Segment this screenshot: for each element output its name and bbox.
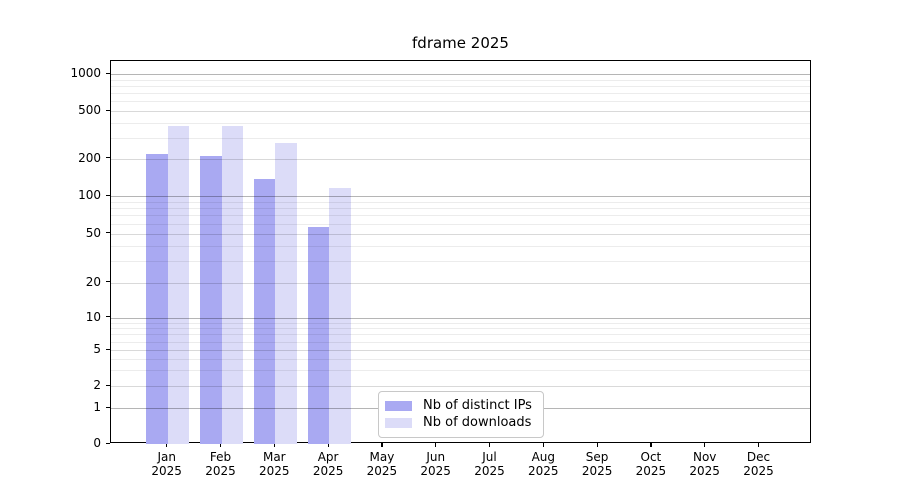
x-tick-mark: [489, 443, 491, 447]
gridline-y-300: [111, 137, 810, 139]
gridline-y-20: [111, 282, 810, 284]
y-tick-mark: [106, 442, 110, 444]
x-tick-mark: [704, 443, 706, 447]
y-tick-label-500: 500: [78, 103, 101, 117]
y-tick-label-100: 100: [78, 188, 101, 202]
gridline-y-70: [111, 215, 810, 217]
x-tick-label-feb: Feb 2025: [205, 450, 236, 478]
y-tick-label-2: 2: [93, 378, 101, 392]
bar-apr-distinct-ips: [307, 226, 330, 444]
x-tick-mark: [273, 443, 275, 447]
gridline-y-500: [111, 111, 810, 112]
gridline-y-7: [111, 334, 810, 336]
x-tick-label-dec: Dec 2025: [743, 450, 774, 478]
gridline-y-600: [111, 101, 810, 103]
gridline-y-100: [111, 196, 810, 197]
x-tick-label-oct: Oct 2025: [635, 450, 667, 478]
gridline-y-80: [111, 208, 810, 210]
gridline-y-10: [111, 317, 810, 319]
chart-title: fdrame 2025: [412, 34, 509, 52]
x-tick-label-may: May 2025: [366, 450, 398, 478]
x-tick-mark: [650, 443, 652, 447]
x-tick-mark: [327, 443, 329, 447]
x-tick-mark: [220, 443, 222, 447]
y-tick-mark: [106, 384, 110, 386]
legend-swatch-downloads: [385, 418, 412, 428]
x-tick-label-sep: Sep 2025: [581, 450, 613, 478]
gridline-y-4: [111, 358, 810, 360]
legend-item-distinct-ips: Nb of distinct IPs: [385, 398, 535, 414]
y-tick-mark: [106, 406, 110, 408]
gridline-y-2: [111, 386, 810, 387]
y-tick-mark: [106, 232, 110, 234]
legend-label-downloads: Nb of downloads: [423, 415, 532, 430]
plot-area: [110, 60, 811, 444]
y-tick-label-0: 0: [93, 436, 101, 450]
gridline-y-400: [111, 122, 810, 124]
bars-layer: [111, 61, 810, 444]
bar-jan-downloads: [167, 125, 190, 444]
y-tick-mark: [106, 157, 110, 159]
gridline-y-200: [111, 158, 810, 160]
gridline-y-90: [111, 201, 810, 203]
gridline-y-6: [111, 341, 810, 343]
x-tick-mark: [435, 443, 437, 447]
x-tick-label-jan: Jan 2025: [151, 450, 182, 478]
y-tick-mark: [106, 194, 110, 196]
legend-label-distinct-ips: Nb of distinct IPs: [423, 398, 532, 413]
gridline-y-1000: [111, 74, 810, 76]
bar-mar-downloads: [275, 143, 297, 444]
x-tick-mark: [381, 443, 383, 447]
y-tick-label-10: 10: [85, 309, 101, 324]
bar-mar-distinct-ips: [253, 178, 276, 444]
y-tick-mark: [106, 316, 110, 318]
x-tick-label-nov: Nov 2025: [689, 450, 720, 478]
gridline-y-40: [111, 245, 810, 247]
gridline-y-700: [111, 93, 810, 95]
legend: Nb of distinct IPs Nb of downloads: [378, 391, 544, 438]
y-tick-label-50: 50: [85, 225, 101, 240]
x-tick-mark: [758, 443, 760, 447]
gridline-y-60: [111, 223, 810, 225]
gridline-y-30: [111, 261, 810, 263]
gridline-layer: [111, 61, 810, 442]
gridline-y-8: [111, 328, 810, 330]
bar-feb-downloads: [221, 125, 243, 444]
y-tick-label-1000: 1000: [70, 66, 101, 81]
y-tick-mark: [106, 348, 110, 350]
y-tick-mark: [106, 72, 110, 74]
y-tick-mark: [106, 281, 110, 283]
y-tick-label-5: 5: [93, 342, 101, 356]
y-tick-label-20: 20: [85, 274, 101, 289]
y-tick-label-200: 200: [78, 150, 101, 165]
x-tick-mark: [166, 443, 168, 447]
bar-jan-distinct-ips: [146, 154, 168, 444]
gridline-y-9: [111, 322, 810, 324]
x-tick-mark: [596, 443, 598, 447]
bar-feb-distinct-ips: [200, 156, 222, 444]
x-tick-label-aug: Aug 2025: [528, 450, 559, 478]
gridline-y-800: [111, 86, 810, 88]
gridline-y-50: [111, 233, 810, 235]
y-tick-mark: [106, 109, 110, 111]
x-tick-label-jun: Jun 2025: [420, 450, 451, 478]
legend-swatch-distinct-ips: [385, 401, 412, 411]
x-tick-label-apr: Apr 2025: [312, 450, 344, 478]
gridline-y-5: [111, 350, 810, 351]
x-tick-mark: [542, 443, 544, 447]
gridline-y-900: [111, 79, 810, 81]
gridline-y-3: [111, 370, 810, 372]
x-tick-label-jul: Jul 2025: [474, 450, 505, 478]
y-tick-label-1: 1: [93, 400, 101, 414]
x-tick-label-mar: Mar 2025: [259, 450, 290, 478]
legend-item-downloads: Nb of downloads: [385, 415, 535, 431]
bar-apr-downloads: [329, 188, 351, 444]
